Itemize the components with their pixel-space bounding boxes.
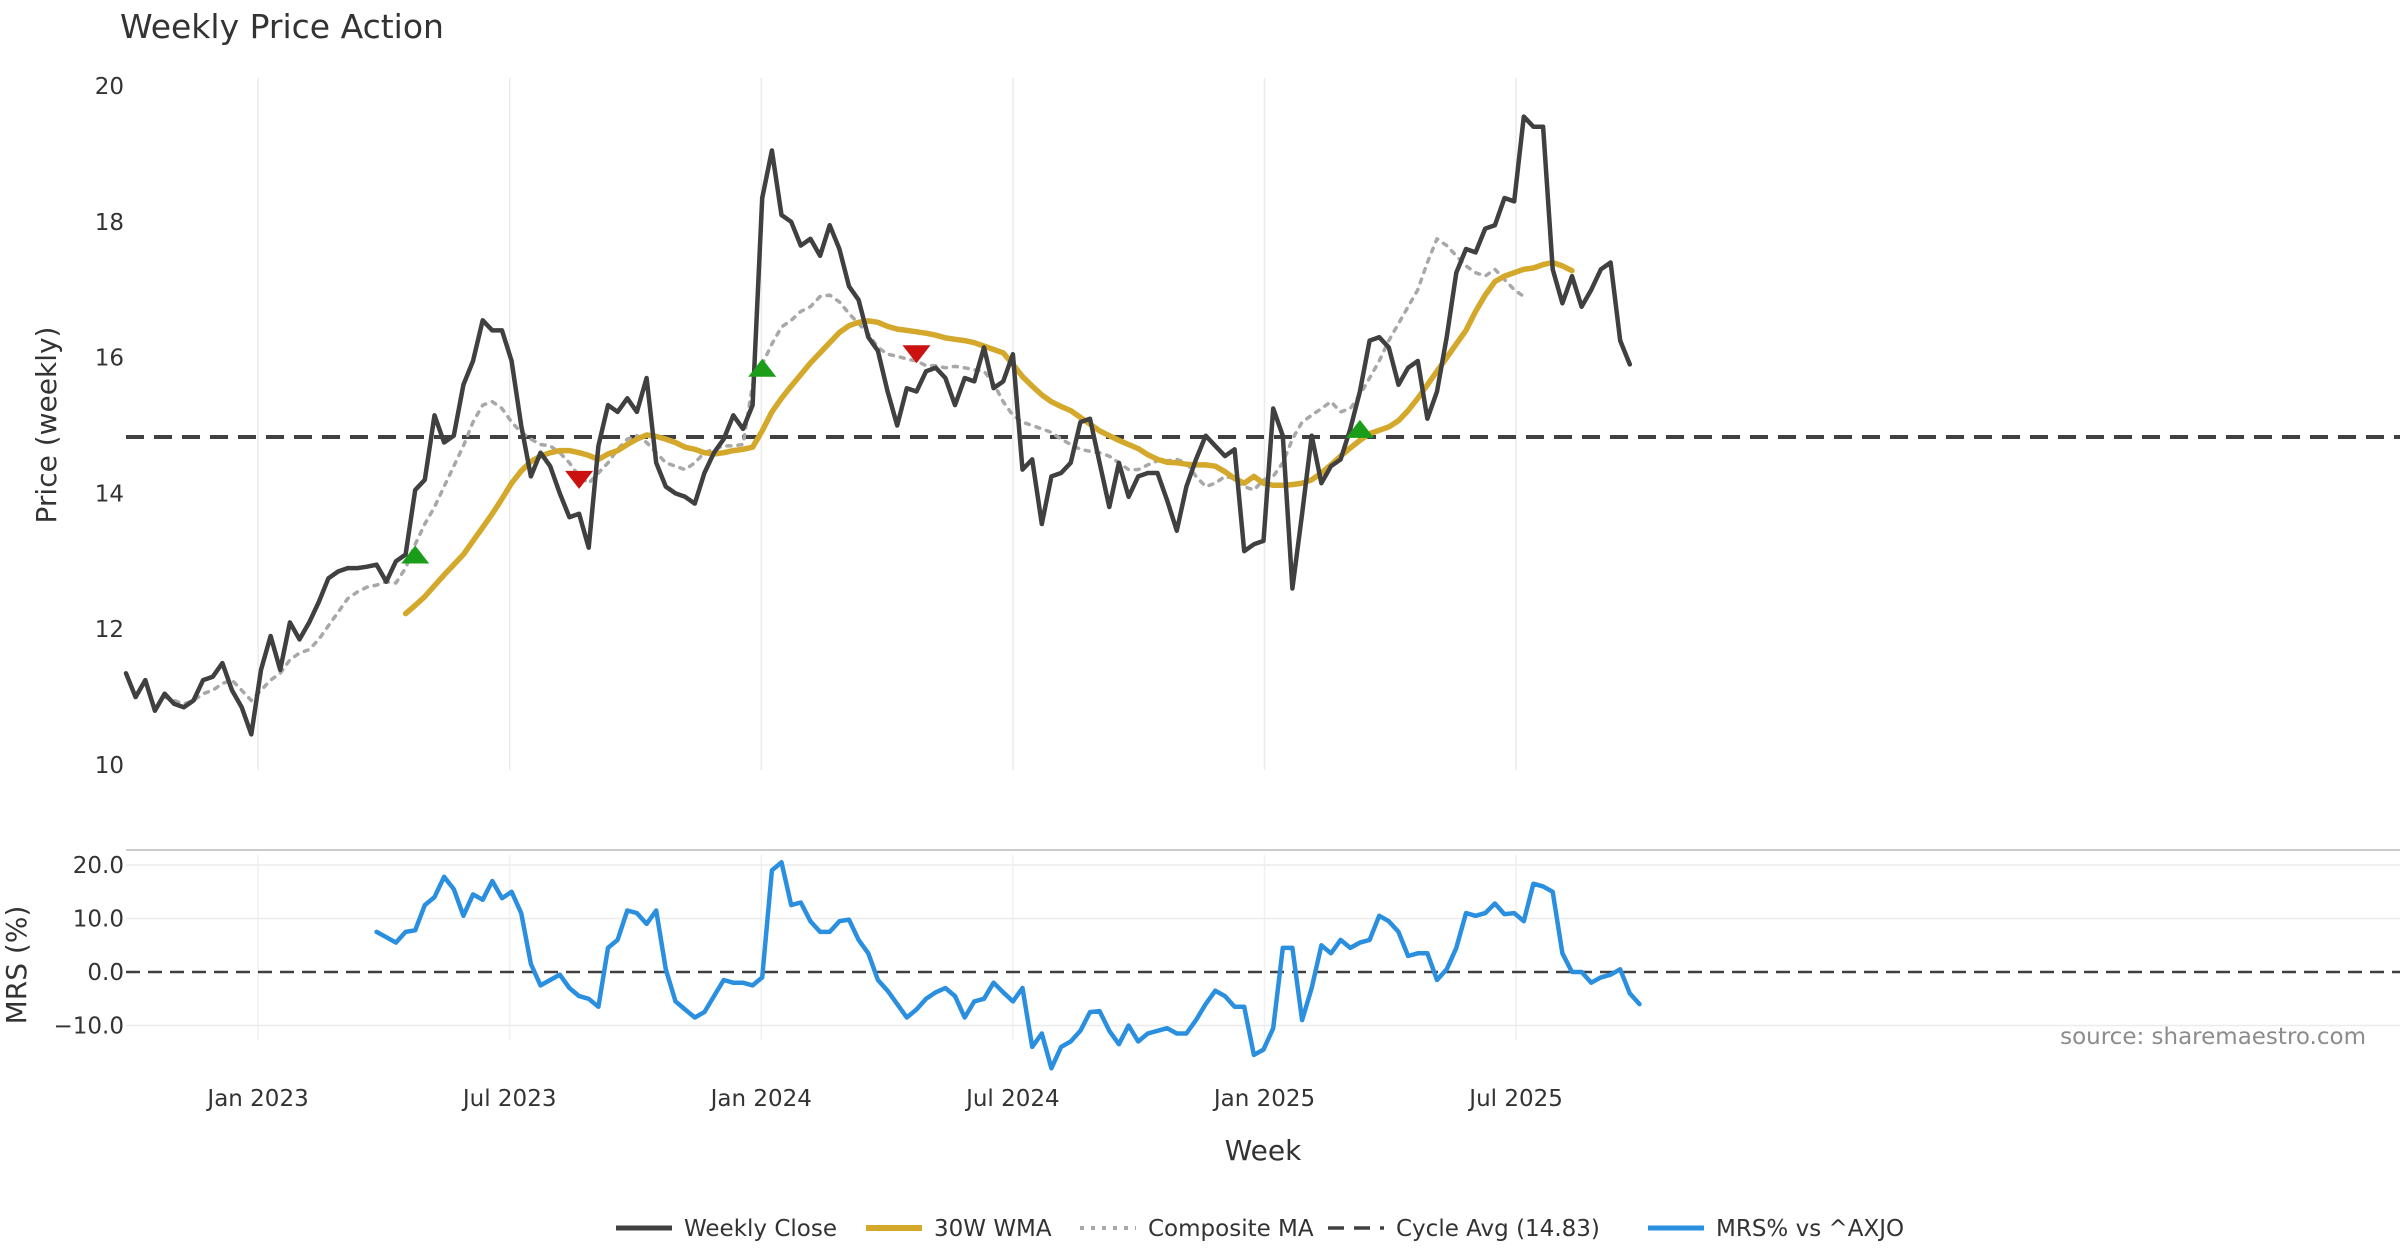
x-ticks: Jan 2023 Jul 2023 Jan 2024 Jul 2024 Jan 2025… xyxy=(205,1086,1562,1112)
buy-signal-marker xyxy=(1345,419,1374,438)
sell-signal-marker xyxy=(565,470,594,489)
price-y-ticks: 10 12 14 16 18 20 xyxy=(95,74,124,779)
buy-signal-marker xyxy=(748,358,777,377)
mrs-y-tick: 10.0 xyxy=(73,907,124,933)
price-series xyxy=(123,114,1633,737)
legend-label-weekly-close: Weekly Close xyxy=(684,1216,837,1242)
price-y-tick-12: 12 xyxy=(95,617,124,643)
legend-label-30w-wma: 30W WMA xyxy=(934,1216,1052,1242)
mrs-y-ticks: 20.0 10.0 0.0 −10.0 xyxy=(54,853,124,1040)
x-tick-jan-2025: Jan 2025 xyxy=(1212,1086,1315,1112)
x-tick-jan-2024: Jan 2024 xyxy=(709,1086,812,1112)
x-tick-jul-2024: Jul 2024 xyxy=(964,1086,1060,1112)
series-30w-wma xyxy=(402,259,1575,617)
price-y-tick-20: 20 xyxy=(95,74,124,100)
price-y-tick-14: 14 xyxy=(95,481,124,507)
legend-label-mrs-vs-axjo: MRS% vs ^AXJO xyxy=(1716,1216,1904,1242)
x-axis-label: Week xyxy=(1225,1134,1302,1167)
series-mrs-vs-axjo xyxy=(374,860,1642,1071)
legend-label-cycle-avg-14-83: Cycle Avg (14.83) xyxy=(1396,1216,1600,1242)
mrs-series xyxy=(374,860,1642,1071)
legend: Weekly Close 30W WMA Composite MA Cycle Avg… xyxy=(616,1216,1904,1242)
x-tick-jan-2023: Jan 2023 xyxy=(205,1086,308,1112)
price-y-tick-10: 10 xyxy=(95,753,124,779)
mrs-y-tick: 20.0 xyxy=(73,853,124,879)
buy-signal-marker xyxy=(401,545,430,564)
sell-signal-marker xyxy=(902,345,931,364)
mrs-y-tick: 0.0 xyxy=(87,960,124,986)
mrs-y-tick: −10.0 xyxy=(54,1014,124,1040)
x-tick-jul-2023: Jul 2023 xyxy=(461,1086,557,1112)
series-composite-ma xyxy=(162,237,1526,706)
price-y-tick-16: 16 xyxy=(95,346,124,372)
price-panel: 10 12 14 16 18 20 Price (weekly) xyxy=(30,74,2400,779)
mrs-gridlines xyxy=(126,855,2400,1040)
chart-title: Weekly Price Action xyxy=(120,7,444,46)
mrs-panel: 20.0 10.0 0.0 −10.0 MRS (%) source: sharema… xyxy=(0,853,2400,1071)
signal-markers xyxy=(401,345,1374,564)
price-y-tick-18: 18 xyxy=(95,210,124,236)
price-y-axis-label: Price (weekly) xyxy=(30,327,63,524)
legend-label-composite-ma: Composite MA xyxy=(1148,1216,1314,1242)
series-weekly-close xyxy=(123,114,1633,737)
source-label: source: sharemaestro.com xyxy=(2060,1024,2366,1050)
x-tick-jul-2025: Jul 2025 xyxy=(1467,1086,1563,1112)
mrs-y-axis-label: MRS (%) xyxy=(0,906,33,1025)
price-gridlines xyxy=(257,78,1517,770)
